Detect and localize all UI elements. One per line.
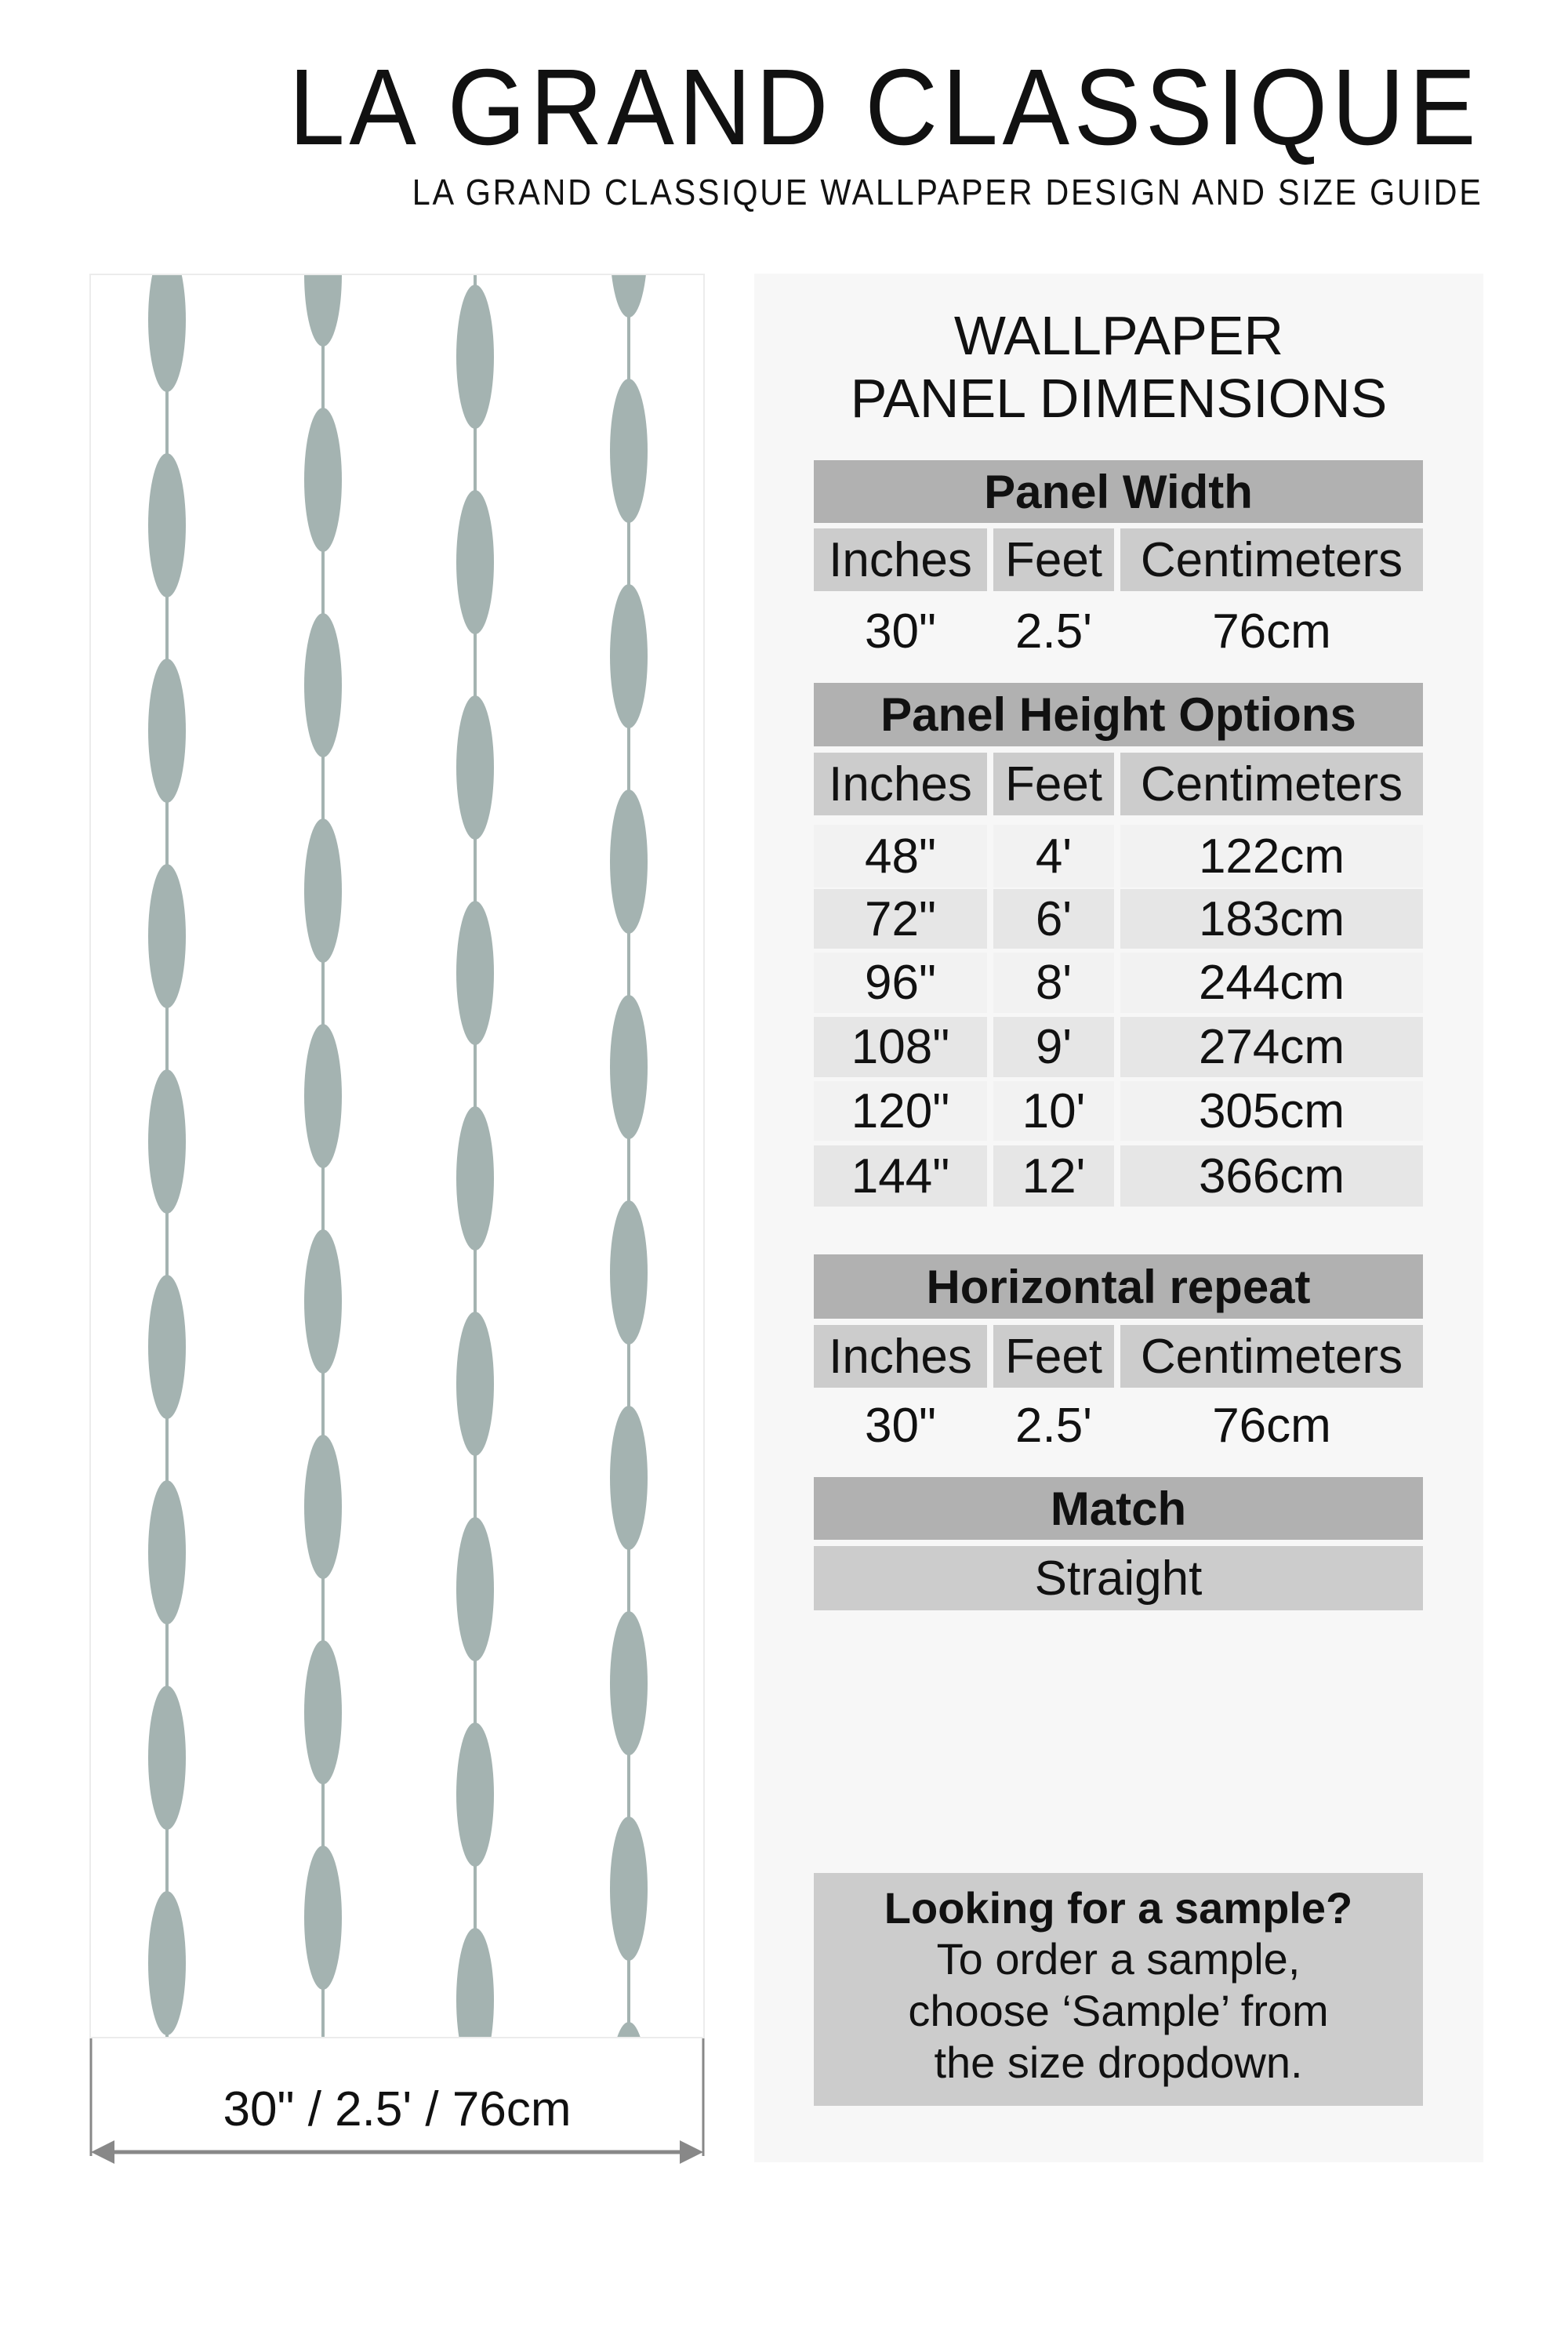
table-row: 108" 9' 274cm [814,1017,1423,1077]
sample-info-box: Looking for a sample? To order a sample,… [814,1873,1423,2106]
pattern-oval [610,1817,648,1961]
repeat-centimeters: 76cm [1212,1398,1331,1453]
pattern-oval [304,275,342,347]
pattern-oval [610,995,648,1139]
height-centimeters: 244cm [1120,953,1423,1013]
height-inches: 108" [814,1017,987,1077]
col-feet: Feet [993,528,1114,591]
table-row: 30" 2.5' 76cm [814,1394,1423,1457]
table-row: 120" 10' 305cm [814,1081,1423,1141]
brand-title: LA GRAND CLASSIQUE [289,47,1480,168]
height-feet: 12' [993,1145,1114,1207]
pattern-oval [456,1312,494,1456]
pattern-oval [304,1435,342,1579]
arrow-left-icon [91,2140,114,2164]
pattern-oval [456,1517,494,1661]
height-inches: 144" [814,1145,987,1207]
pattern-oval [148,1275,186,1419]
pattern-oval [304,1229,342,1374]
sample-title: Looking for a sample? [884,1883,1353,1933]
width-feet: 2.5' [1014,604,1093,659]
height-centimeters: 122cm [1120,825,1423,887]
match-value: Straight [814,1546,1423,1610]
panel-width-header: Panel Width [814,460,1423,523]
pattern-oval [610,1611,648,1755]
table-row: 96" 8' 244cm [814,953,1423,1013]
height-inches: 72" [814,889,987,949]
pattern-oval [610,379,648,523]
page-subtitle: LA GRAND CLASSIQUE WALLPAPER DESIGN AND … [412,172,1483,212]
table-row: 144" 12' 366cm [814,1145,1423,1207]
pattern-oval [148,453,186,597]
height-inches: 96" [814,953,987,1013]
pattern-oval [148,864,186,1008]
col-inches: Inches [814,1325,987,1388]
col-inches: Inches [814,753,987,815]
height-feet: 6' [993,889,1114,949]
pattern-oval [148,1891,186,2035]
pattern-oval [456,1722,494,1867]
height-feet: 9' [993,1017,1114,1077]
col-centimeters: Centimeters [1120,528,1423,591]
pattern-oval [148,1480,186,1624]
pattern-oval [456,490,494,634]
height-centimeters: 305cm [1120,1081,1423,1141]
pattern-oval [456,1928,494,2037]
pattern-oval [612,275,646,318]
width-inches: 30" [865,604,936,659]
column-header-row: Inches Feet Centimeters [814,528,1423,591]
height-feet: 8' [993,953,1114,1013]
pattern-oval [610,789,648,934]
panel-heading-line1: WALLPAPER [953,305,1284,366]
repeat-feet: 2.5' [1014,1398,1093,1453]
horizontal-repeat-header: Horizontal repeat [814,1254,1423,1319]
pattern-oval [304,408,342,552]
pattern-oval [456,1106,494,1250]
pattern-oval [304,1846,342,1990]
pattern-oval [610,1406,648,1550]
wallpaper-pattern-preview [89,274,705,2038]
pattern-oval [304,1024,342,1168]
table-row: 30" 2.5' 76cm [814,600,1423,662]
pattern-oval [456,695,494,840]
col-centimeters: Centimeters [1120,1325,1423,1388]
height-feet: 10' [993,1081,1114,1141]
panel-heading-line2: PANEL DIMENSIONS [850,368,1388,429]
pattern-oval [456,285,494,429]
pattern-oval [610,584,648,728]
column-header-row: Inches Feet Centimeters [814,753,1423,815]
height-inches: 120" [814,1081,987,1141]
col-centimeters: Centimeters [1120,753,1423,815]
pattern-oval [148,275,186,392]
width-centimeters: 76cm [1212,604,1331,659]
height-centimeters: 183cm [1120,889,1423,949]
width-dimension-arrow [89,2038,705,2164]
col-feet: Feet [993,753,1114,815]
panel-height-header: Panel Height Options [814,683,1423,746]
col-inches: Inches [814,528,987,591]
height-centimeters: 274cm [1120,1017,1423,1077]
col-feet: Feet [993,1325,1114,1388]
sample-body: To order a sample, choose ‘Sample’ from … [908,1934,1329,2087]
pattern-graphic [148,275,648,2037]
pattern-oval [610,1200,648,1345]
column-header-row: Inches Feet Centimeters [814,1325,1423,1388]
pattern-oval [148,659,186,803]
pattern-oval [617,2022,641,2037]
pattern-oval [304,613,342,757]
arrow-right-icon [680,2140,703,2164]
pattern-oval [304,818,342,963]
match-header: Match [814,1477,1423,1540]
table-row: 72" 6' 183cm [814,889,1423,949]
height-feet: 4' [993,825,1114,887]
pattern-oval [304,1640,342,1784]
height-centimeters: 366cm [1120,1145,1423,1207]
repeat-inches: 30" [865,1398,936,1453]
height-inches: 48" [814,825,987,887]
pattern-oval [148,1686,186,1830]
table-row: 48" 4' 122cm [814,825,1423,887]
pattern-oval [456,901,494,1045]
pattern-oval [148,1069,186,1214]
dimension-label: 30" / 2.5' / 76cm [223,2082,572,2136]
